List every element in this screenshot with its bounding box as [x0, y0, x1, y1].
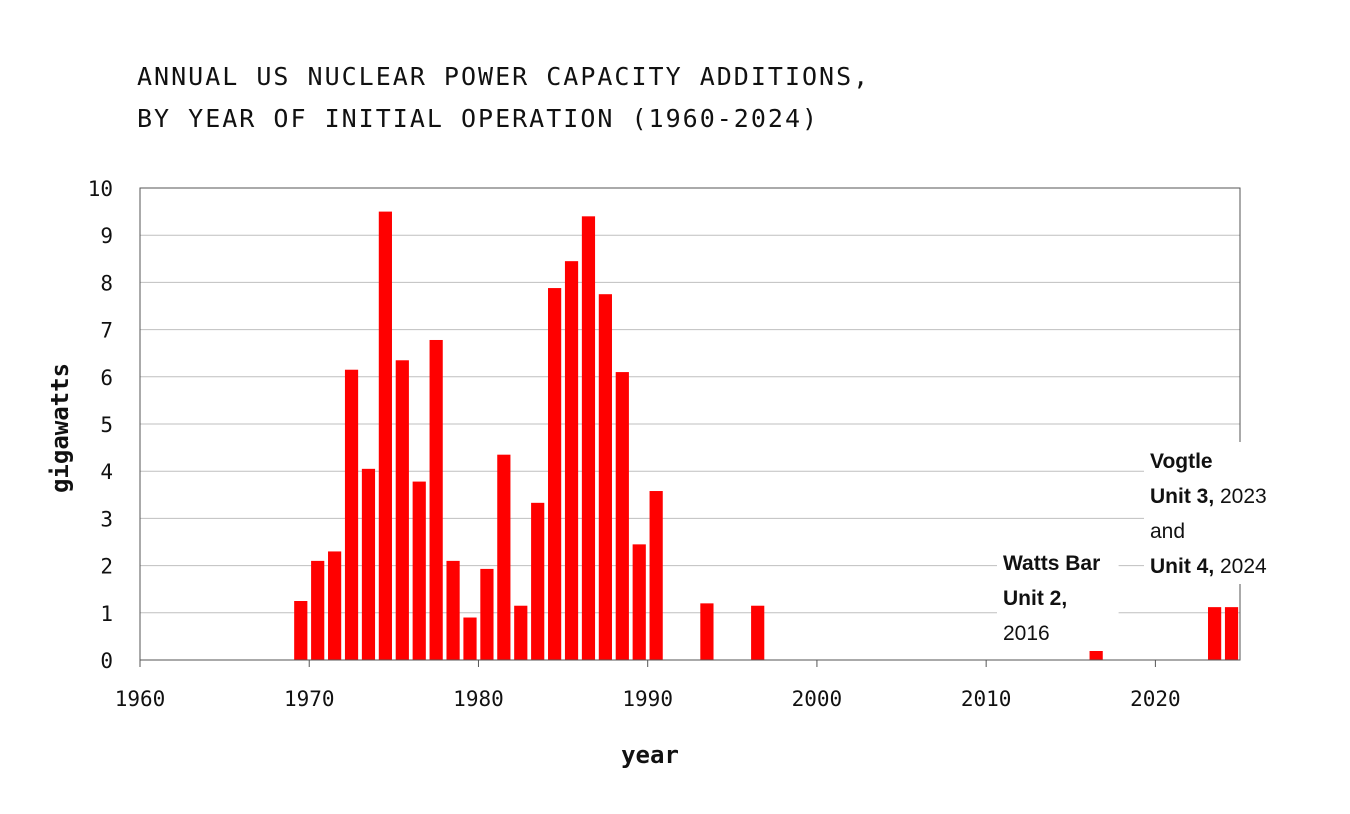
bar-1984: [548, 288, 562, 660]
bar-1969: [294, 601, 308, 660]
bar-1993: [700, 603, 714, 660]
annotation-text: and: [1150, 520, 1185, 543]
y-tick-label: 2: [100, 555, 113, 579]
annotation-background: [997, 544, 1119, 651]
y-tick-label: 3: [100, 507, 113, 531]
bar-1971: [328, 551, 342, 660]
bars: [294, 211, 1239, 660]
bar-1975: [395, 360, 409, 660]
x-tick-label: 2010: [961, 687, 1012, 711]
annotation-text: 2016: [1003, 622, 1050, 645]
x-tick-label: 1990: [622, 687, 673, 711]
x-tick-label: 2020: [1130, 687, 1181, 711]
bar-1974: [378, 211, 392, 660]
annotation-text: Vogtle: [1150, 450, 1213, 473]
chart-title-line-2: BY YEAR OF INITIAL OPERATION (1960-2024): [137, 104, 820, 133]
x-tick-label: 1980: [453, 687, 504, 711]
bar-1977: [429, 339, 443, 660]
annotations: Watts Bar Unit 2, 2016 Vogtle Unit 3, 2023 an…: [997, 442, 1303, 651]
bar-1988: [615, 372, 629, 660]
annotation-2: Vogtle Unit 3, 2023 and Unit 4, 2024: [1150, 450, 1267, 578]
annotation-background: [1144, 442, 1303, 584]
bar-1983: [531, 502, 545, 660]
annotation-text: 2023: [1214, 485, 1267, 508]
bar-1970: [311, 560, 325, 660]
bar-1979: [463, 617, 477, 660]
y-tick-label: 8: [100, 271, 113, 295]
y-tick-label: 6: [100, 366, 113, 390]
bar-1976: [412, 481, 426, 660]
bar-1996: [751, 605, 765, 660]
y-tick-labels: 0 1 2 3 4 5 6 7 8 9 10: [88, 177, 113, 673]
x-tick-label: 1970: [284, 687, 335, 711]
bar-1985: [564, 261, 579, 660]
bar-1978: [446, 560, 460, 660]
bar-2024: [1224, 607, 1239, 660]
bar-1990: [649, 491, 663, 660]
x-axis-label: year: [621, 741, 679, 769]
bar-1973: [361, 468, 376, 660]
y-tick-label: 5: [100, 413, 113, 437]
x-tick-label: 1960: [115, 687, 166, 711]
y-tick-label: 10: [88, 177, 113, 201]
bar-1982: [514, 605, 528, 660]
y-axis-label: gigawatts: [46, 363, 74, 493]
bar-1972: [344, 369, 359, 660]
grid-lines: [140, 234, 1240, 614]
x-tick-label: 2000: [792, 687, 843, 711]
x-tick-labels: 1960 1970 1980 1990 2000 2010 2020: [115, 660, 1181, 711]
bar-1981: [497, 454, 511, 660]
annotation-text: Unit 4,: [1150, 555, 1214, 578]
bar-2023: [1208, 607, 1222, 660]
y-tick-label: 4: [100, 460, 113, 484]
y-tick-label: 1: [100, 602, 113, 626]
annotation-1: Watts Bar Unit 2, 2016: [1003, 552, 1100, 645]
chart-title: ANNUAL US NUCLEAR POWER CAPACITY ADDITIO…: [137, 56, 870, 140]
bar-1980: [480, 568, 494, 660]
chart-title-line-1: ANNUAL US NUCLEAR POWER CAPACITY ADDITIO…: [137, 62, 871, 91]
bar-1989: [632, 544, 646, 660]
bar-1986: [581, 216, 596, 660]
y-tick-label: 9: [100, 224, 113, 248]
annotation-text: Watts Bar: [1003, 552, 1100, 575]
annotation-text: Unit 3,: [1150, 485, 1214, 508]
y-tick-label: 7: [100, 319, 113, 343]
bar-1987: [598, 294, 612, 660]
plot-frame: [139, 187, 1241, 661]
annotation-text: Unit 2,: [1003, 587, 1067, 610]
y-tick-label: 0: [100, 649, 113, 673]
annotation-text: 2024: [1214, 555, 1267, 578]
